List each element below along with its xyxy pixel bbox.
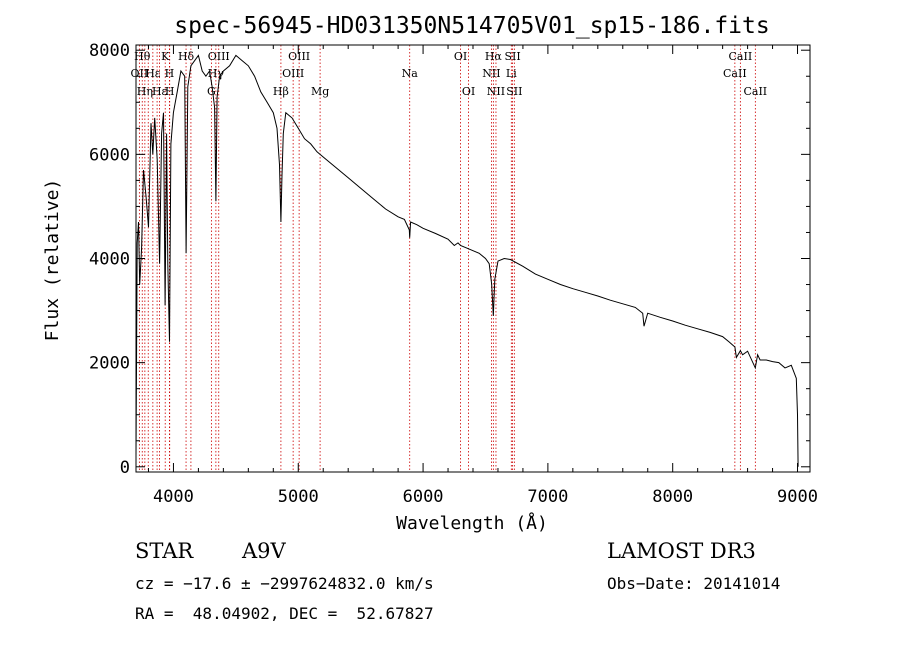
x-tick-label-4000: 4000	[153, 487, 194, 507]
y-tick-label-6000: 6000	[89, 145, 130, 165]
line-label-13: Hγ	[208, 67, 225, 80]
line-label-22: NII	[482, 67, 500, 80]
observation-date: Obs−Date: 20141014	[607, 574, 781, 593]
line-label-18: Mg	[311, 85, 329, 98]
x-tick-label-8000: 8000	[652, 487, 693, 507]
line-label-27: SII	[506, 85, 522, 98]
line-label-12: G	[207, 85, 216, 98]
line-label-24: NII	[487, 85, 505, 98]
x-tick-label-7000: 7000	[527, 487, 568, 507]
x-tick-label-6000: 6000	[403, 487, 444, 507]
line-label-19: Na	[402, 67, 419, 80]
line-label-9: H	[165, 85, 175, 98]
line-label-6: Hε	[152, 85, 168, 98]
line-label-20: OI	[454, 50, 467, 63]
line-label-4: Hε	[145, 67, 161, 80]
line-label-0: OII	[131, 67, 149, 80]
line-label-16: OIII	[282, 67, 304, 80]
y-axis-label: Flux (relative)	[42, 179, 63, 342]
line-label-2: Hη	[137, 85, 153, 98]
line-label-17: OIII	[288, 50, 310, 63]
line-label-26: SII	[504, 50, 520, 63]
x-tick-label-5000: 5000	[278, 487, 319, 507]
plot-frame	[135, 44, 811, 473]
object-subclass: A9V	[242, 539, 286, 563]
y-tick-label-4000: 4000	[89, 250, 130, 270]
chart-title: spec-56945-HD031350N514705V01_sp15-186.f…	[174, 13, 769, 39]
line-label-30: CaII	[743, 85, 767, 98]
line-label-10: Hδ	[178, 50, 195, 63]
line-label-25: Li	[506, 67, 517, 80]
spectral-line-labels: OIIHθHηHεHεKHHHδGHγOIIIHβOIIIOIIIMgNaOIO…	[131, 50, 768, 98]
line-label-29: CaII	[729, 50, 753, 63]
y-tick-label-2000: 2000	[89, 354, 130, 374]
line-label-14: OIII	[208, 50, 230, 63]
line-label-1: Hθ	[134, 50, 151, 63]
y-axis-ticks: 0 2000 4000 6000 8000	[89, 41, 810, 478]
x-tick-label-9000: 9000	[777, 487, 818, 507]
line-label-21: OI	[462, 85, 475, 98]
spectral-line-markers	[138, 45, 756, 472]
y-tick-label-0: 0	[120, 458, 130, 478]
spectrum-line	[135, 54, 799, 467]
redshift-info: cz = −17.6 ± −2997624832.0 km/s	[135, 574, 434, 593]
spectrum-chart: spec-56945-HD031350N514705V01_sp15-186.f…	[42, 13, 818, 534]
line-label-23: Hα	[485, 50, 503, 63]
object-type: STAR	[135, 539, 194, 563]
survey-name: LAMOST DR3	[607, 539, 756, 563]
line-label-28: CaII	[723, 67, 747, 80]
coordinates: RA = 48.04902, DEC = 52.67827	[135, 604, 434, 623]
line-label-7: K	[161, 50, 170, 63]
line-label-8: H	[165, 67, 175, 80]
x-axis-ticks: 4000 5000 6000 7000 8000 9000	[147, 45, 818, 507]
y-tick-label-8000: 8000	[89, 41, 130, 61]
line-label-15: Hβ	[273, 85, 289, 98]
x-axis-label: Wavelength (Å)	[396, 512, 548, 534]
